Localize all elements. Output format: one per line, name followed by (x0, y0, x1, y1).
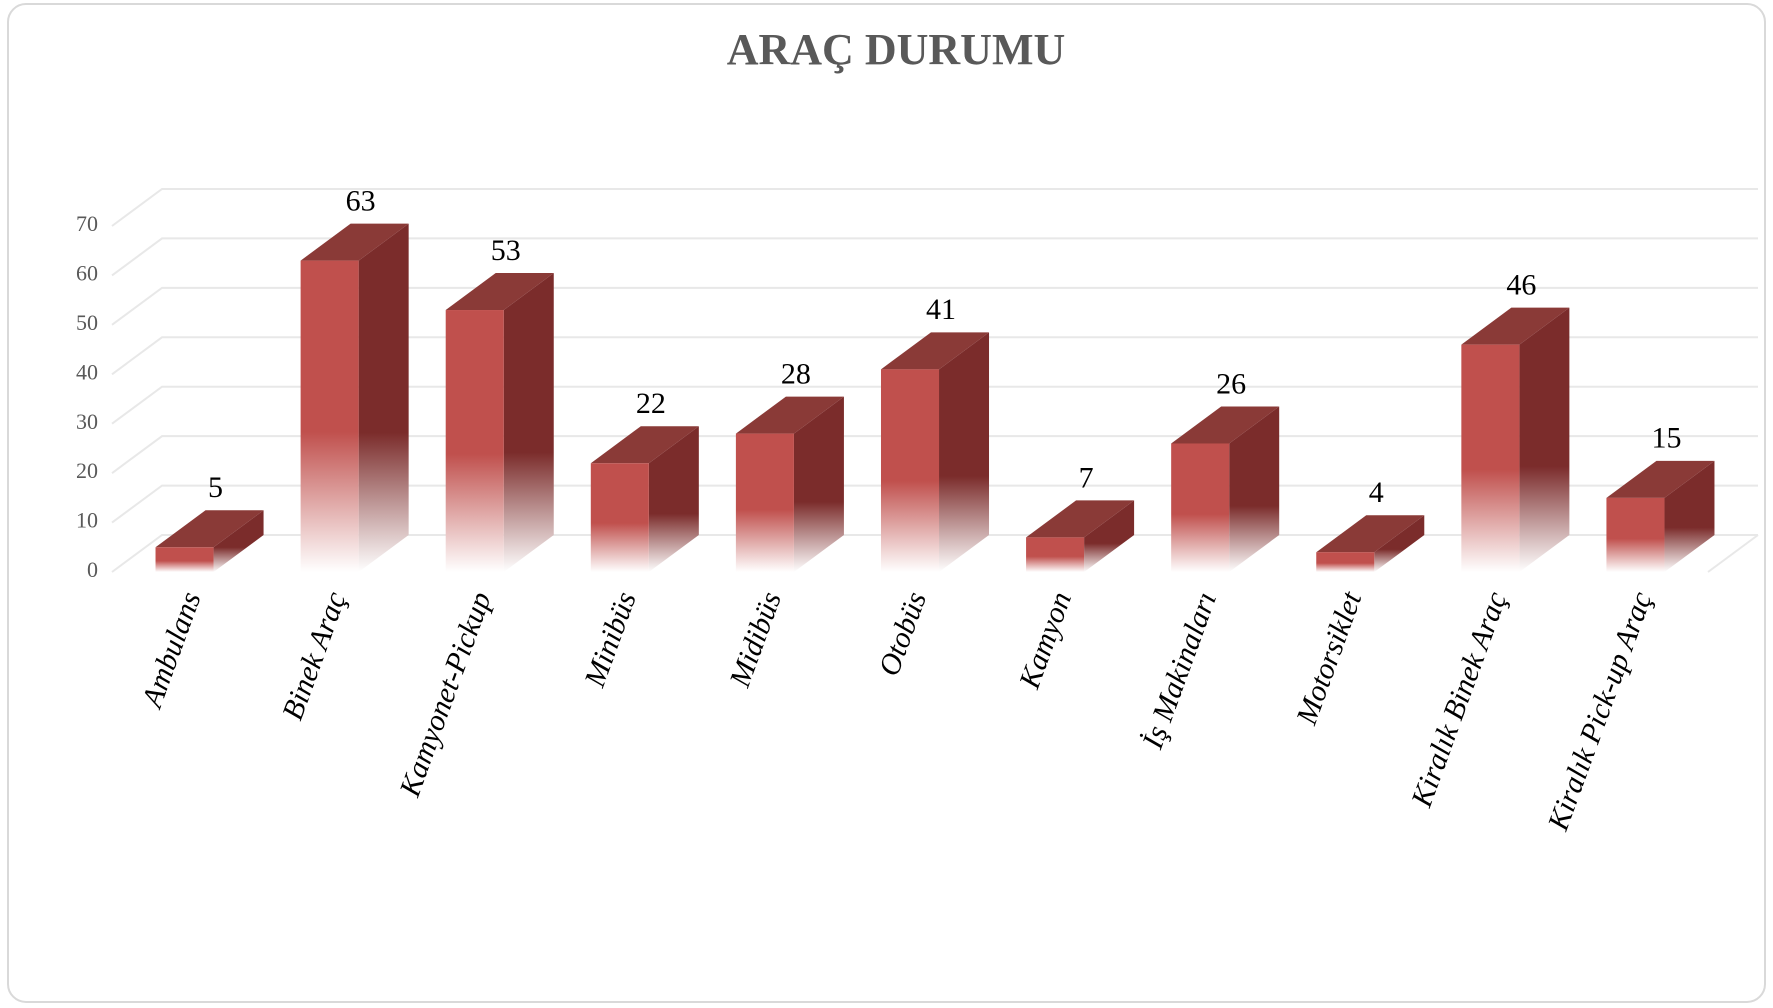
bar-top (155, 510, 264, 548)
bar (880, 332, 990, 572)
value-label: 15 (1651, 422, 1681, 455)
bar-side (939, 332, 990, 572)
bar (300, 223, 409, 572)
bar (1461, 307, 1570, 572)
value-label: 28 (781, 357, 811, 390)
bar (1316, 515, 1425, 572)
bar-side (793, 396, 844, 572)
bar-front (880, 369, 940, 572)
bar-front (300, 260, 359, 572)
bar-top (1606, 460, 1715, 498)
bar (445, 273, 554, 572)
grid-line (111, 286, 1758, 326)
bar-front (1026, 537, 1085, 572)
bar (1171, 406, 1280, 572)
value-label: 4 (1369, 476, 1384, 509)
y-tick-label: 10 (76, 508, 98, 533)
bar-side (1374, 515, 1425, 572)
bar-side (1519, 307, 1570, 572)
y-tick-label: 40 (76, 359, 98, 384)
bar-side (1664, 460, 1715, 572)
bar-top (735, 396, 844, 434)
bar (590, 426, 699, 572)
y-tick-label: 70 (76, 211, 98, 236)
value-label: 41 (926, 293, 956, 326)
grid-line (111, 336, 1758, 376)
bar-front (1606, 497, 1665, 572)
value-label: 53 (491, 234, 521, 267)
grid-line (111, 385, 1758, 425)
bar-top (880, 332, 990, 370)
bar-top (1461, 307, 1570, 345)
value-label: 46 (1506, 269, 1536, 302)
y-tick-label: 20 (76, 458, 98, 483)
y-tick-label: 0 (87, 557, 98, 582)
value-label: 7 (1079, 461, 1094, 494)
grid-line (111, 188, 1758, 227)
bar-side (358, 223, 409, 572)
bar-front (735, 433, 794, 572)
bar-top (300, 223, 409, 261)
bar-front (155, 547, 214, 572)
y-tick-label: 30 (76, 409, 98, 434)
bar (1026, 500, 1135, 572)
bar-front (445, 310, 504, 572)
bar-top (445, 273, 554, 311)
bar (735, 396, 844, 572)
bar-top (590, 426, 699, 464)
value-label: 26 (1216, 367, 1246, 400)
bar-side (1229, 406, 1280, 572)
value-label: 63 (346, 184, 376, 217)
value-label: 22 (636, 387, 666, 420)
bar-side (213, 510, 264, 572)
bar-front (590, 463, 649, 572)
bar-top (1026, 500, 1135, 538)
bar-side (503, 273, 554, 572)
y-tick-label: 60 (76, 260, 98, 285)
value-label: 5 (208, 471, 223, 504)
grid-line (111, 237, 1758, 277)
bar-front (1171, 443, 1230, 572)
bar-top (1171, 406, 1280, 444)
bar-side (648, 426, 699, 572)
bar-front (1316, 552, 1375, 572)
bar-front (1461, 344, 1520, 572)
y-tick-label: 50 (76, 310, 98, 335)
bar-top (1316, 515, 1425, 553)
floor-edge (1707, 534, 1759, 573)
bar (155, 510, 264, 572)
bar-side (1084, 500, 1135, 572)
chart-title: ARAÇ DURUMU (727, 25, 1066, 74)
bar (1606, 460, 1715, 572)
